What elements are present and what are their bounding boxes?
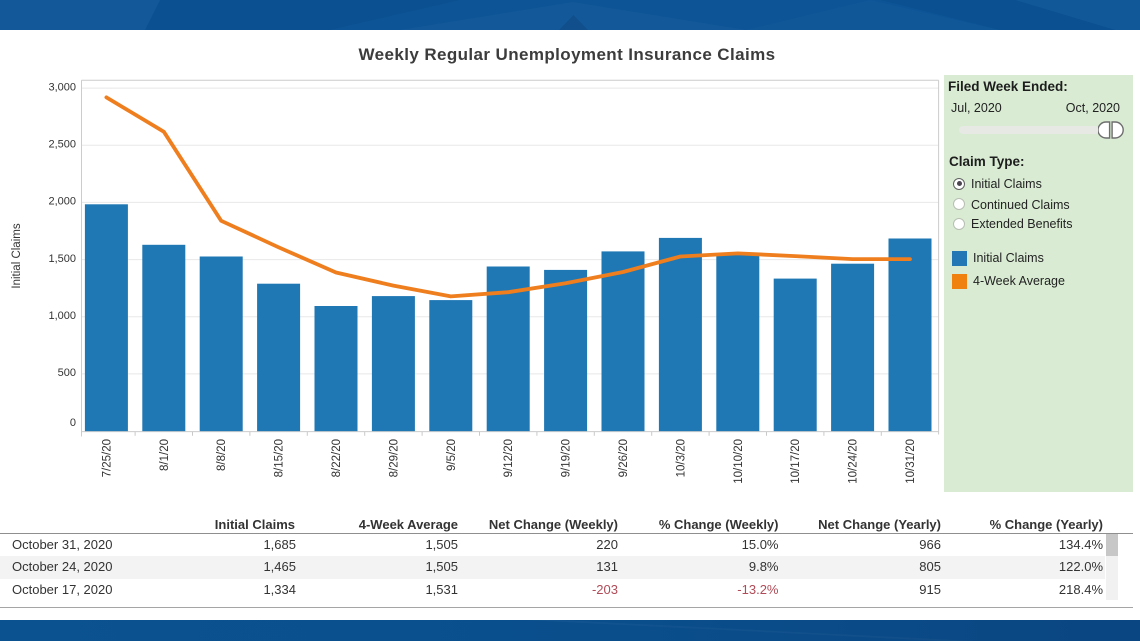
svg-text:8/29/20: 8/29/20 bbox=[388, 439, 400, 477]
svg-text:1,000: 1,000 bbox=[48, 310, 76, 322]
svg-text:9/26/20: 9/26/20 bbox=[618, 439, 630, 477]
svg-text:2,000: 2,000 bbox=[48, 196, 76, 208]
svg-text:9/19/20: 9/19/20 bbox=[561, 439, 573, 477]
svg-text:10/31/20: 10/31/20 bbox=[905, 439, 917, 484]
svg-text:0: 0 bbox=[70, 417, 76, 429]
svg-text:2,500: 2,500 bbox=[48, 139, 76, 151]
svg-text:10/24/20: 10/24/20 bbox=[848, 439, 860, 484]
svg-text:10/10/20: 10/10/20 bbox=[733, 439, 745, 484]
svg-text:10/3/20: 10/3/20 bbox=[675, 439, 687, 477]
svg-text:500: 500 bbox=[58, 367, 76, 379]
svg-text:3,000: 3,000 bbox=[48, 81, 76, 93]
svg-text:1,500: 1,500 bbox=[48, 253, 76, 265]
svg-text:8/1/20: 8/1/20 bbox=[159, 439, 171, 471]
svg-text:9/12/20: 9/12/20 bbox=[503, 439, 515, 477]
svg-text:Initial Claims: Initial Claims bbox=[11, 223, 23, 288]
svg-text:8/22/20: 8/22/20 bbox=[331, 439, 343, 477]
svg-text:10/17/20: 10/17/20 bbox=[790, 439, 802, 484]
svg-text:7/25/20: 7/25/20 bbox=[101, 439, 113, 477]
svg-text:8/8/20: 8/8/20 bbox=[216, 439, 228, 471]
svg-text:9/5/20: 9/5/20 bbox=[446, 439, 458, 471]
svg-text:8/15/20: 8/15/20 bbox=[274, 439, 286, 477]
